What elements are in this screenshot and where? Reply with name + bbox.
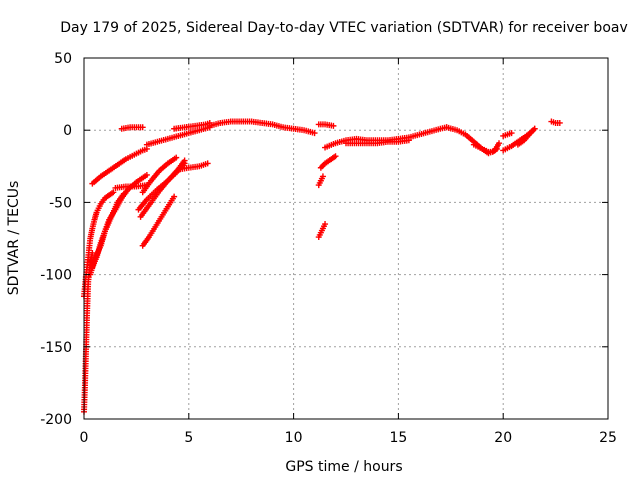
data-point — [531, 125, 538, 132]
x-tick-label: 25 — [599, 430, 617, 446]
series-arc-rising-3 — [137, 157, 188, 220]
series-arc-late-2 — [500, 130, 515, 139]
series-arc-rising-4 — [139, 154, 180, 196]
data-point — [173, 154, 180, 161]
data-point — [110, 189, 117, 196]
series-arc-11h-top — [315, 121, 337, 129]
data-point — [143, 171, 150, 178]
y-tick-label: -50 — [49, 195, 72, 211]
series-arc-low — [139, 193, 178, 249]
data-point — [319, 173, 326, 180]
data-point — [181, 157, 188, 164]
data-point — [556, 119, 563, 126]
series-arc-main-hump — [206, 118, 318, 137]
chart-title: Day 179 of 2025, Sidereal Day-to-day VTE… — [60, 20, 628, 36]
series-arc-late-4 — [548, 118, 563, 126]
series-arc-dip-2 — [470, 141, 500, 155]
x-tick-label: 15 — [389, 430, 407, 446]
data-point — [508, 130, 515, 137]
grid-lines — [84, 58, 608, 419]
data-point — [330, 122, 337, 129]
x-tick-label: 20 — [494, 430, 512, 446]
data-points — [81, 118, 563, 415]
series-arc-small-top — [118, 124, 146, 132]
y-tick-label: -150 — [40, 340, 72, 356]
axis-ticks: 0 5 10 15 20 25 -200 -150 -100 -50 0 50 — [40, 51, 617, 446]
series-arc-late-3 — [514, 125, 538, 148]
series-arc-11h-bottom — [315, 221, 329, 241]
y-tick-label: -100 — [40, 268, 72, 284]
series-arc-midday — [322, 124, 450, 151]
x-axis-label: GPS time / hours — [285, 459, 402, 475]
series-arc-flat-2 — [177, 160, 211, 173]
series-arc-rising-1 — [89, 190, 127, 271]
data-point — [171, 193, 178, 200]
data-point — [496, 140, 503, 147]
x-tick-label: 5 — [184, 430, 193, 446]
x-tick-label: 10 — [285, 430, 303, 446]
data-point — [311, 130, 318, 137]
plot-frame — [83, 57, 609, 420]
data-point — [139, 124, 146, 131]
y-axis-label: SDTVAR / TECUs — [6, 181, 22, 296]
x-tick-label: 0 — [80, 430, 89, 446]
series-arc-upper-mid — [171, 119, 213, 132]
data-point — [120, 190, 127, 197]
series-arc-11h-mid — [317, 153, 339, 171]
series-arc-11h-lower — [315, 173, 326, 189]
data-point — [204, 160, 211, 167]
data-point — [322, 221, 329, 228]
y-tick-label: 50 — [54, 51, 72, 67]
series-arc-flat-1 — [112, 182, 150, 191]
series-arc-midday-lower — [343, 137, 412, 147]
data-point — [493, 145, 500, 152]
data-point — [332, 153, 339, 160]
series-arc-upper — [89, 145, 150, 187]
y-tick-label: -200 — [40, 412, 72, 428]
data-point — [405, 137, 412, 144]
y-tick-label: 0 — [63, 123, 72, 139]
